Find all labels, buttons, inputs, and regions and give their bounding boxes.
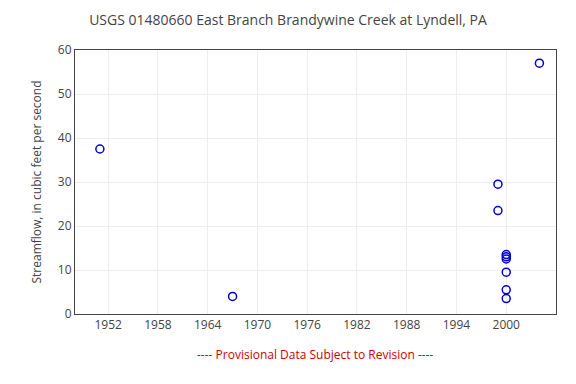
svg-text:1982: 1982	[343, 316, 371, 333]
svg-text:0: 0	[65, 305, 72, 322]
svg-text:20: 20	[58, 217, 72, 234]
svg-text:1994: 1994	[443, 316, 471, 333]
svg-text:---- Provisional Data Subject: ---- Provisional Data Subject to Revisio…	[197, 346, 434, 363]
svg-text:50: 50	[58, 85, 72, 102]
svg-text:Streamflow, in cubic feet per: Streamflow, in cubic feet per second	[28, 80, 45, 283]
svg-text:60: 60	[58, 41, 72, 58]
svg-text:1976: 1976	[293, 316, 321, 333]
svg-text:USGS 01480660 East Branch Bran: USGS 01480660 East Branch Brandywine Cre…	[89, 10, 487, 29]
svg-text:1970: 1970	[244, 316, 272, 333]
svg-text:1988: 1988	[393, 316, 421, 333]
svg-text:1958: 1958	[144, 316, 172, 333]
svg-text:40: 40	[58, 129, 72, 146]
svg-text:30: 30	[58, 173, 72, 190]
svg-text:10: 10	[58, 261, 72, 278]
svg-text:1952: 1952	[94, 316, 122, 333]
svg-text:2000: 2000	[493, 316, 521, 333]
svg-text:1964: 1964	[194, 316, 222, 333]
